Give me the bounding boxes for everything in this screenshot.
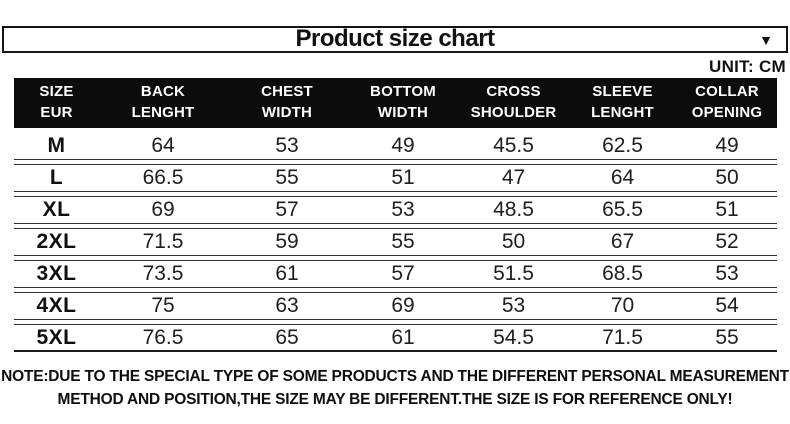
chest-width-value: 59 bbox=[275, 230, 299, 254]
cross-shoulder-value: 48.5 bbox=[493, 198, 534, 222]
cross-shoulder-value: 45.5 bbox=[493, 133, 534, 157]
size-chart-header-bar[interactable]: Product size chart ▼ bbox=[2, 26, 788, 53]
sleeve-length-value: 62.5 bbox=[602, 133, 643, 157]
chest-width-value: 65 bbox=[275, 325, 299, 349]
column-header-chest-width: CHEST WIDTH bbox=[261, 83, 313, 121]
bottom-width-value: 57 bbox=[391, 262, 415, 286]
bottom-width-value: 53 bbox=[391, 198, 415, 222]
column-header-back-length: BACK LENGHT bbox=[131, 83, 195, 121]
table-row: 4XL 75 63 69 53 70 54 bbox=[14, 291, 777, 320]
table-row: 2XL 71.5 59 55 50 67 52 bbox=[14, 227, 777, 256]
sleeve-length-value: 68.5 bbox=[602, 262, 643, 286]
column-header-size: SIZE EUR bbox=[39, 83, 74, 121]
back-length-value: 76.5 bbox=[142, 325, 184, 349]
size-table: SIZE EUR BACK LENGHT CHEST WIDTH BOTTOM … bbox=[14, 77, 777, 352]
size-label: 4XL bbox=[36, 294, 77, 318]
table-body: M 64 53 49 45.5 62.5 49 L 66.5 55 51 47 … bbox=[14, 132, 777, 352]
sleeve-length-value: 65.5 bbox=[602, 198, 643, 222]
chest-width-value: 61 bbox=[275, 262, 299, 286]
bottom-width-value: 51 bbox=[391, 166, 415, 190]
size-chart-page: Product size chart ▼ UNIT: CM SIZE EUR B… bbox=[0, 26, 790, 424]
table-header-row: SIZE EUR BACK LENGHT CHEST WIDTH BOTTOM … bbox=[14, 77, 777, 128]
cross-shoulder-value: 50 bbox=[501, 230, 526, 254]
back-length-value: 64 bbox=[151, 133, 175, 157]
chest-width-value: 57 bbox=[275, 198, 299, 222]
unit-label: UNIT: CM bbox=[709, 57, 786, 76]
chest-width-value: 53 bbox=[275, 133, 299, 157]
size-label: M bbox=[47, 133, 66, 157]
bottom-width-value: 49 bbox=[391, 133, 415, 157]
chest-width-value: 55 bbox=[275, 166, 299, 190]
size-label: 5XL bbox=[36, 325, 77, 349]
column-header-collar-opening: COLLAR OPENING bbox=[691, 83, 763, 121]
cross-shoulder-value: 53 bbox=[501, 294, 526, 318]
cross-shoulder-value: 47 bbox=[501, 166, 526, 190]
cross-shoulder-value: 51.5 bbox=[493, 262, 534, 286]
size-label: L bbox=[49, 166, 64, 190]
sleeve-length-value: 70 bbox=[610, 294, 635, 318]
collar-opening-value: 51 bbox=[715, 198, 739, 222]
bottom-width-value: 61 bbox=[391, 325, 415, 349]
column-header-bottom-width: BOTTOM WIDTH bbox=[370, 83, 436, 121]
column-header-sleeve-length: SLEEVE LENGHT bbox=[591, 83, 654, 121]
size-label: 3XL bbox=[36, 262, 77, 286]
size-label: XL bbox=[42, 198, 71, 222]
note-line-1: NOTE:DUE TO THE SPECIAL TYPE OF SOME PRO… bbox=[1, 367, 789, 385]
sleeve-length-value: 64 bbox=[610, 166, 635, 190]
bottom-width-value: 55 bbox=[391, 230, 415, 254]
back-length-value: 69 bbox=[151, 198, 175, 222]
collar-opening-value: 54 bbox=[715, 294, 739, 318]
cross-shoulder-value: 54.5 bbox=[493, 325, 534, 349]
table-row: L 66.5 55 51 47 64 50 bbox=[14, 163, 777, 192]
collar-opening-value: 53 bbox=[715, 262, 739, 286]
chest-width-value: 63 bbox=[275, 294, 299, 318]
collar-opening-value: 50 bbox=[715, 166, 739, 190]
sleeve-length-value: 71.5 bbox=[602, 325, 643, 349]
back-length-value: 75 bbox=[151, 294, 175, 318]
page-title: Product size chart bbox=[295, 25, 495, 52]
table-row: 3XL 73.5 61 57 51.5 68.5 53 bbox=[14, 259, 777, 288]
note-line-2: METHOD AND POSITION,THE SIZE MAY BE DIFF… bbox=[57, 390, 733, 408]
reference-note: NOTE:DUE TO THE SPECIAL TYPE OF SOME PRO… bbox=[0, 365, 790, 412]
size-label: 2XL bbox=[36, 230, 77, 254]
table-row: M 64 53 49 45.5 62.5 49 bbox=[14, 132, 777, 160]
table-row: 5XL 76.5 65 61 54.5 71.5 55 bbox=[14, 323, 777, 352]
sleeve-length-value: 67 bbox=[610, 230, 635, 254]
back-length-value: 66.5 bbox=[142, 166, 184, 190]
back-length-value: 71.5 bbox=[142, 230, 184, 254]
table-row: XL 69 57 53 48.5 65.5 51 bbox=[14, 195, 777, 224]
bottom-width-value: 69 bbox=[391, 294, 415, 318]
column-header-cross-shoulder: CROSS SHOULDER bbox=[470, 83, 557, 121]
chevron-down-icon[interactable]: ▼ bbox=[759, 31, 773, 48]
back-length-value: 73.5 bbox=[142, 262, 184, 286]
collar-opening-value: 55 bbox=[715, 325, 739, 349]
collar-opening-value: 52 bbox=[715, 230, 739, 254]
collar-opening-value: 49 bbox=[715, 133, 739, 157]
